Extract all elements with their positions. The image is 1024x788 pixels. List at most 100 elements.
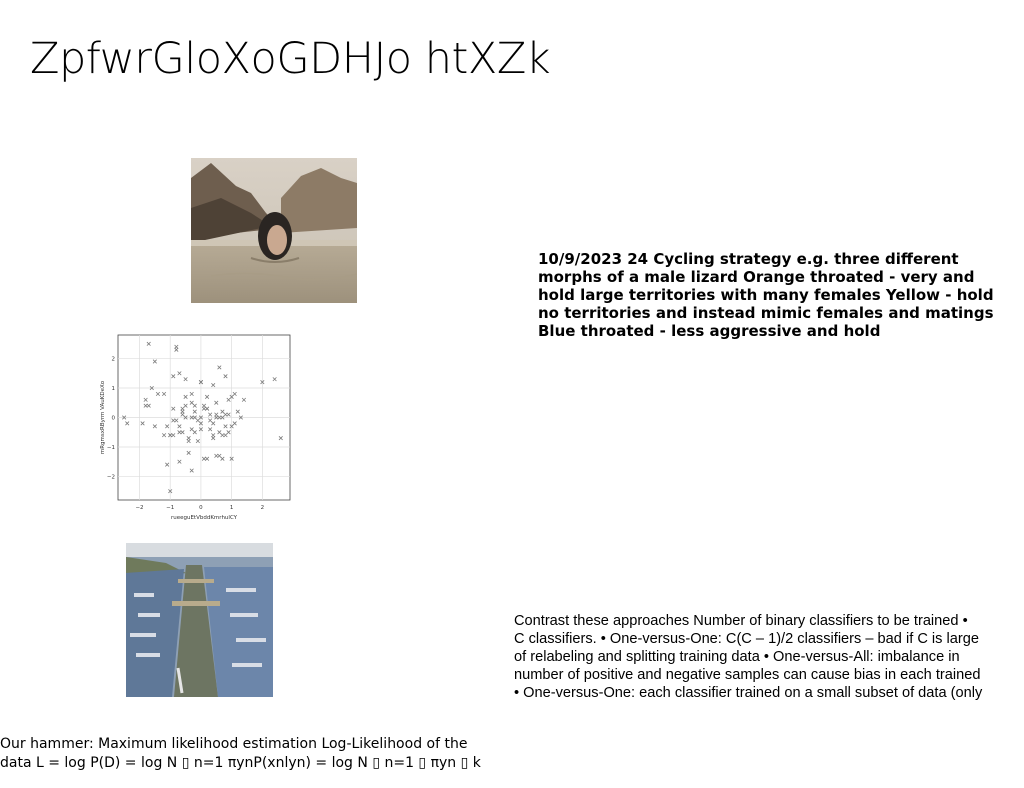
slide-title: ZpfwrGloXoGDHJo htXZk	[30, 34, 551, 84]
scatter-point	[220, 409, 225, 414]
scatter-point	[161, 391, 167, 397]
scatter-point	[220, 433, 225, 438]
scatter-point	[177, 371, 182, 376]
plain-text-block: Contrast these approaches Number of bina…	[514, 613, 983, 701]
y-tick-label: −2	[107, 474, 115, 480]
scatter-point	[217, 365, 222, 370]
scatter-point	[238, 415, 243, 420]
scatter-point	[226, 397, 231, 402]
scatter-point	[171, 418, 176, 423]
scatter-point	[192, 409, 197, 414]
scatter-point	[232, 421, 237, 426]
photo-river-city	[126, 543, 273, 697]
scatter-point	[174, 344, 179, 349]
scatter-point	[201, 403, 207, 408]
scatter-point	[208, 412, 213, 417]
scatter-point	[195, 418, 200, 423]
scatter-point	[180, 430, 185, 435]
scatter-point	[208, 418, 213, 423]
scatter-point	[177, 424, 182, 429]
scatter-point	[177, 459, 182, 464]
scatter-point	[217, 453, 222, 458]
scatter-point	[198, 421, 204, 426]
scatter-point	[171, 433, 176, 438]
scatter-point	[192, 403, 197, 408]
bottom-text-block: Our hammer: Maximum likelihood estimatio…	[0, 736, 481, 771]
y-axis-label: mRgmsxRByrm VAuKDeXo	[100, 380, 106, 454]
scatter-point	[226, 430, 231, 435]
scatter-point	[189, 400, 194, 405]
scatter-point	[183, 403, 188, 408]
scatter-point	[180, 406, 185, 411]
scatter-point	[177, 430, 182, 435]
scatter-point	[226, 412, 231, 417]
scatter-point	[220, 415, 225, 420]
scatter-point	[143, 403, 148, 408]
scatter-point	[189, 427, 194, 432]
scatter-point	[217, 415, 222, 420]
scatter-chart-svg: −2 −1 0 1 2 −2 −1 0 1 2 rueeguEtVbddKmrhulCY mRgmsx…	[100, 334, 291, 521]
scatter-point	[223, 424, 228, 429]
scatter-point	[208, 427, 213, 432]
scatter-point	[223, 412, 228, 417]
scatter-point	[229, 394, 234, 399]
scatter-point	[214, 453, 219, 458]
scatter-point	[241, 397, 247, 402]
y-tick-label: 0	[112, 416, 116, 422]
scatter-point	[235, 409, 240, 414]
scatter-point	[171, 406, 176, 411]
scatter-point	[211, 433, 216, 438]
scatter-point	[223, 374, 228, 379]
scatter-point	[140, 421, 145, 426]
scatter-point	[204, 406, 210, 411]
scatter-point	[152, 359, 157, 364]
x-tick-label: 1	[230, 505, 234, 511]
scatter-point	[198, 380, 204, 385]
photo-woman-in-water-graphic	[191, 158, 357, 303]
scatter-point	[272, 377, 277, 382]
scatter-point	[155, 391, 161, 397]
x-tick-label: −2	[135, 505, 143, 511]
scatter-point	[214, 400, 219, 405]
scatter-point	[161, 433, 167, 438]
scatter-point	[229, 424, 234, 429]
scatter-point	[260, 380, 265, 385]
scatter-point	[171, 374, 176, 379]
bold-text-block: 10/9/2023 24 Cycling strategy e.g. three…	[538, 250, 994, 340]
scatter-point	[278, 436, 283, 441]
photo-river-city-graphic	[126, 543, 273, 697]
scatter-chart: −2 −1 0 1 2 −2 −1 0 1 2 rueeguEtVbddKmrhulCY mRgmsx…	[98, 330, 298, 524]
scatter-point	[189, 391, 194, 397]
scatter-point	[198, 427, 204, 432]
x-tick-label: 2	[261, 505, 265, 511]
y-tick-label: 1	[112, 386, 116, 392]
scatter-point	[204, 394, 210, 399]
scatter-point	[211, 421, 216, 426]
scatter-point	[186, 438, 191, 444]
scatter-point	[183, 415, 188, 420]
scatter-point	[211, 383, 216, 388]
scatter-point	[189, 415, 194, 420]
scatter-point	[125, 421, 130, 426]
scatter-point	[183, 377, 188, 382]
x-tick-label: −1	[166, 505, 174, 511]
scatter-point	[201, 456, 207, 461]
scatter-point	[183, 394, 188, 399]
scatter-point	[143, 397, 148, 402]
scatter-point	[174, 418, 179, 423]
scatter-point	[186, 450, 191, 455]
scatter-point	[146, 403, 151, 408]
x-axis-label: rueeguEtVbddKmrhulCY	[171, 515, 238, 521]
scatter-point	[232, 391, 237, 397]
y-tick-label: −1	[107, 445, 115, 451]
scatter-point	[198, 415, 204, 420]
scatter-point	[192, 415, 197, 420]
scatter-point	[220, 456, 225, 461]
scatter-point	[195, 438, 200, 444]
scatter-point	[217, 430, 222, 435]
y-tick-label: 2	[112, 357, 116, 363]
scatter-point	[192, 430, 197, 435]
scatter-point	[149, 385, 154, 391]
scatter-point	[229, 456, 234, 461]
scatter-point	[223, 433, 228, 438]
